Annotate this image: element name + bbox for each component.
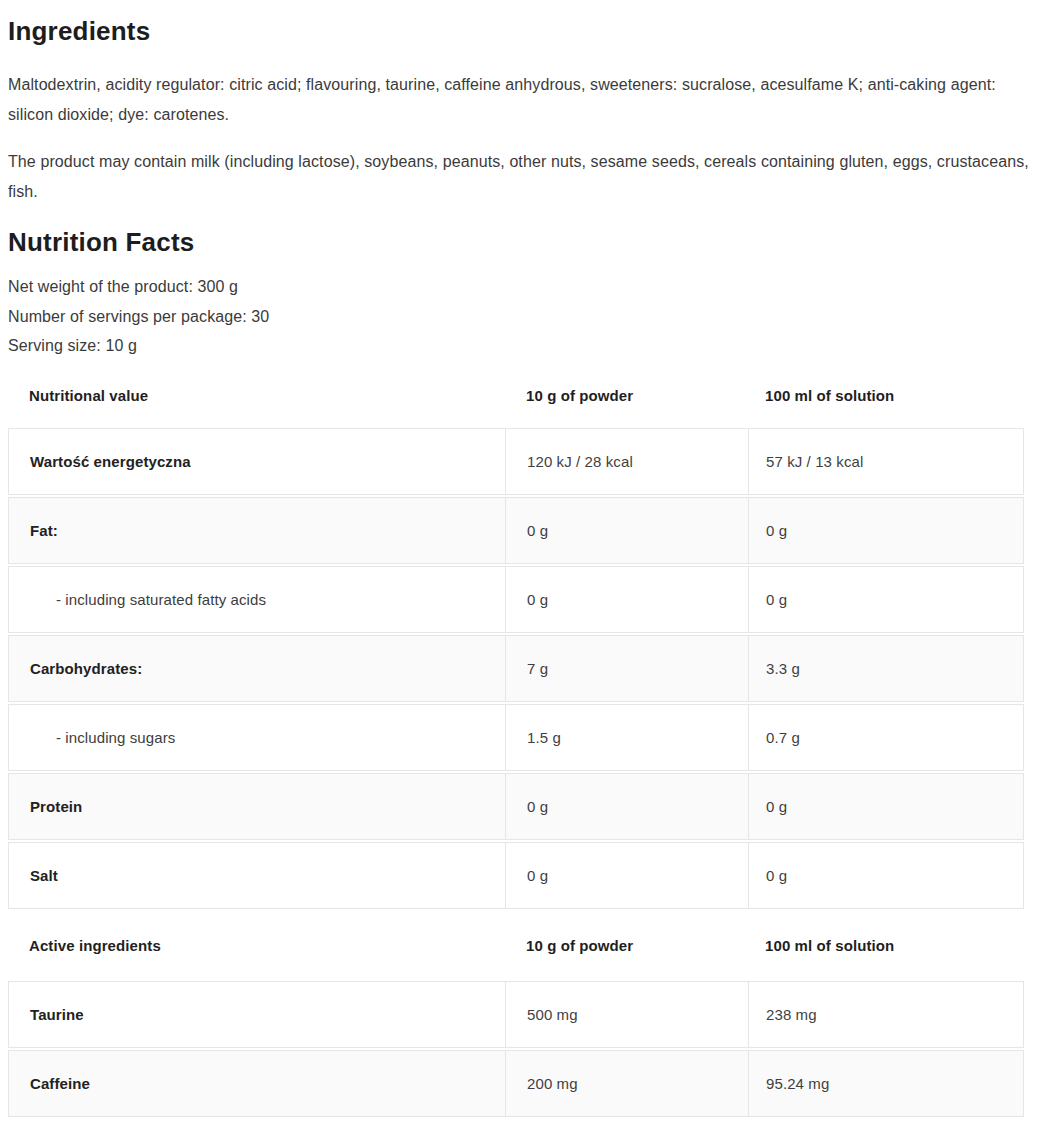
table-row-fat: Fat: 0 g 0 g — [8, 497, 1024, 564]
ingredients-description: Maltodextrin, acidity regulator: citric … — [8, 70, 1034, 130]
row-solution-value: 0 g — [748, 773, 1024, 840]
row-solution-value: 95.24 mg — [748, 1050, 1024, 1117]
net-weight-line: Net weight of the product: 300 g — [8, 272, 1034, 302]
table-row-taurine: Taurine 500 mg 238 mg — [8, 981, 1024, 1048]
servings-line: Number of servings per package: 30 — [8, 302, 1034, 332]
row-solution-value: 3.3 g — [748, 635, 1024, 702]
table-row-sugars: - including sugars 1.5 g 0.7 g — [8, 704, 1024, 771]
table-row-energy: Wartość energetyczna 120 kJ / 28 kcal 57… — [8, 428, 1024, 495]
row-solution-value: 0 g — [748, 842, 1024, 909]
row-solution-value: 238 mg — [748, 981, 1024, 1048]
row-label: Carbohydrates: — [8, 635, 505, 702]
row-solution-value: 0.7 g — [748, 704, 1024, 771]
header-powder: 10 g of powder — [505, 364, 748, 428]
row-label: Protein — [8, 773, 505, 840]
active-ingredients-header-row: Active ingredients 10 g of powder 100 ml… — [8, 911, 1024, 981]
row-label: - including saturated fatty acids — [8, 566, 505, 633]
row-label: Fat: — [8, 497, 505, 564]
row-powder-value: 200 mg — [505, 1050, 748, 1117]
header-nutritional-value: Nutritional value — [8, 364, 505, 428]
header-powder: 10 g of powder — [505, 911, 748, 981]
row-powder-value: 120 kJ / 28 kcal — [505, 428, 748, 495]
header-active-ingredients: Active ingredients — [8, 911, 505, 981]
row-solution-value: 0 g — [748, 566, 1024, 633]
nutritional-value-header-row: Nutritional value 10 g of powder 100 ml … — [8, 364, 1024, 428]
product-details-section: Ingredients Maltodextrin, acidity regula… — [0, 0, 1042, 1117]
row-label: Salt — [8, 842, 505, 909]
row-powder-value: 1.5 g — [505, 704, 748, 771]
row-powder-value: 0 g — [505, 842, 748, 909]
row-label: Caffeine — [8, 1050, 505, 1117]
table-row-carbohydrates: Carbohydrates: 7 g 3.3 g — [8, 635, 1024, 702]
nutrition-meta: Net weight of the product: 300 g Number … — [8, 272, 1034, 361]
table-row-saturated-fat: - including saturated fatty acids 0 g 0 … — [8, 566, 1024, 633]
table-row-protein: Protein 0 g 0 g — [8, 773, 1024, 840]
row-solution-value: 57 kJ / 13 kcal — [748, 428, 1024, 495]
row-powder-value: 0 g — [505, 773, 748, 840]
header-solution: 100 ml of solution — [748, 911, 1024, 981]
row-powder-value: 0 g — [505, 566, 748, 633]
header-solution: 100 ml of solution — [748, 364, 1024, 428]
nutrition-table: Nutritional value 10 g of powder 100 ml … — [8, 364, 1024, 1117]
row-label: - including sugars — [8, 704, 505, 771]
allergen-notice: The product may contain milk (including … — [8, 147, 1034, 207]
table-row-salt: Salt 0 g 0 g — [8, 842, 1024, 909]
row-label: Wartość energetyczna — [8, 428, 505, 495]
nutrition-facts-title: Nutrition Facts — [8, 227, 1034, 257]
row-powder-value: 0 g — [505, 497, 748, 564]
row-powder-value: 500 mg — [505, 981, 748, 1048]
row-label: Taurine — [8, 981, 505, 1048]
table-row-caffeine: Caffeine 200 mg 95.24 mg — [8, 1050, 1024, 1117]
ingredients-title: Ingredients — [8, 16, 1034, 46]
serving-size-line: Serving size: 10 g — [8, 331, 1034, 361]
row-powder-value: 7 g — [505, 635, 748, 702]
row-solution-value: 0 g — [748, 497, 1024, 564]
